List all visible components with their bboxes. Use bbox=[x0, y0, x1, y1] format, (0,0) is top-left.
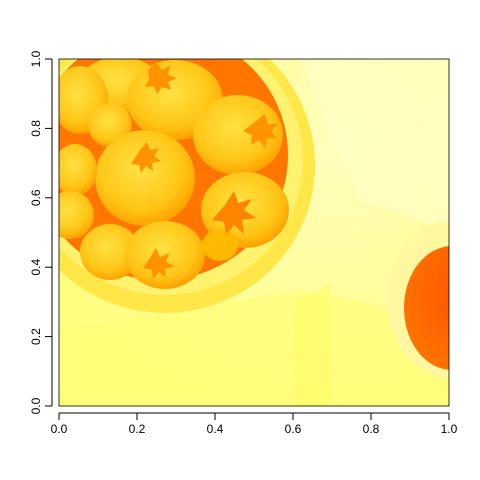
plot-border bbox=[58, 58, 450, 407]
x-tick-label: 0.8 bbox=[363, 422, 380, 436]
image-grain bbox=[59, 59, 449, 406]
y-tick-label: 0.4 bbox=[29, 259, 43, 276]
y-tick-label: 0.8 bbox=[29, 120, 43, 137]
heatmap-image bbox=[59, 59, 449, 406]
y-tick-label: 0.6 bbox=[29, 189, 43, 206]
y-tick-label: 0.2 bbox=[29, 328, 43, 345]
x-tick-label: 1.0 bbox=[441, 422, 458, 436]
axes: 0.0 0.2 0.4 0.6 0.8 1.0 0.0 0.2 0.4 0.6 0.8 1.0 bbox=[29, 50, 458, 436]
x-tick-label: 0.6 bbox=[285, 422, 302, 436]
x-tick-label: 0.0 bbox=[51, 422, 68, 436]
y-tick-label: 0.0 bbox=[29, 397, 43, 414]
y-tick-label: 1.0 bbox=[29, 50, 43, 67]
x-tick-label: 0.2 bbox=[129, 422, 146, 436]
x-tick-label: 0.4 bbox=[207, 422, 224, 436]
